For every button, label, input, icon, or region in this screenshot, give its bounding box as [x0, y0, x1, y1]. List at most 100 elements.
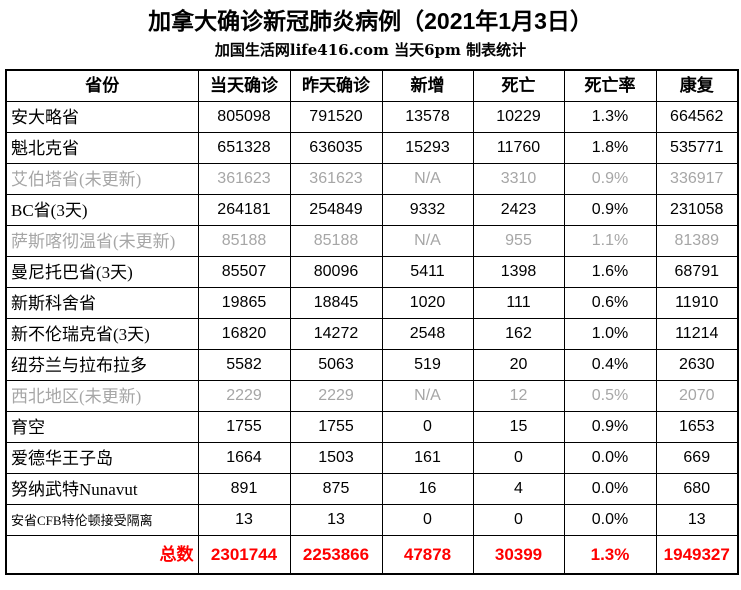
table-row: BC省(3天) 264181 254849 9332 2423 0.9% 231058 [5, 194, 739, 227]
cell-yesterday: 14272 [289, 318, 383, 351]
header-new-cases: 新增 [381, 69, 474, 103]
cell-new-cases: 0 [381, 504, 474, 537]
cell-new-cases: N/A [381, 380, 474, 413]
cell-province: 爱德华王子岛 [5, 442, 199, 475]
cell-today: 805098 [197, 101, 291, 134]
table-row: 西北地区(未更新) 2229 2229 N/A 12 0.5% 2070 [5, 380, 739, 413]
cell-recovered: 2630 [655, 349, 739, 382]
cell-province: 纽芬兰与拉布拉多 [5, 349, 199, 382]
total-row: 总数 2301744 2253866 47878 30399 1.3% 1949… [5, 535, 739, 575]
header-province: 省份 [5, 69, 199, 103]
cell-new-cases: 5411 [381, 256, 474, 289]
cell-deaths: 10229 [472, 101, 565, 134]
cell-today: 651328 [197, 132, 291, 165]
cell-yesterday: 875 [289, 473, 383, 506]
cell-province: 新斯科舍省 [5, 287, 199, 320]
table-row: 安大略省 805098 791520 13578 10229 1.3% 664562 [5, 101, 739, 134]
table-row: 魁北克省 651328 636035 15293 11760 1.8% 535771 [5, 132, 739, 165]
cell-deaths: 20 [472, 349, 565, 382]
cell-new-cases: 1020 [381, 287, 474, 320]
cell-new-cases: 15293 [381, 132, 474, 165]
cell-province: 安省CFB特伦顿接受隔离 [5, 504, 199, 537]
cell-death-rate: 0.0% [563, 442, 657, 475]
cell-death-rate: 0.0% [563, 504, 657, 537]
table-row: 萨斯喀彻温省(未更新) 85188 85188 N/A 955 1.1% 81389 [5, 225, 739, 258]
cell-death-rate: 0.5% [563, 380, 657, 413]
table-body: 安大略省 805098 791520 13578 10229 1.3% 664562 魁北克省… [5, 101, 739, 537]
cell-death-rate: 1.6% [563, 256, 657, 289]
cell-deaths: 3310 [472, 163, 565, 196]
cell-recovered: 2070 [655, 380, 739, 413]
cell-recovered: 11910 [655, 287, 739, 320]
table-row: 爱德华王子岛 1664 1503 161 0 0.0% 669 [5, 442, 739, 475]
table-row: 努纳武特Nunavut 891 875 16 4 0.0% 680 [5, 473, 739, 506]
cell-yesterday: 791520 [289, 101, 383, 134]
cell-deaths: 111 [472, 287, 565, 320]
cell-death-rate: 1.0% [563, 318, 657, 351]
cell-deaths: 0 [472, 442, 565, 475]
cell-recovered: 1653 [655, 411, 739, 444]
cell-new-cases: 16 [381, 473, 474, 506]
cell-yesterday: 254849 [289, 194, 383, 227]
cell-yesterday: 2229 [289, 380, 383, 413]
table-header: 省份 当天确诊 昨天确诊 新增 死亡 死亡率 康复 [5, 69, 739, 103]
cell-province: 萨斯喀彻温省(未更新) [5, 225, 199, 258]
header-row: 省份 当天确诊 昨天确诊 新增 死亡 死亡率 康复 [5, 69, 739, 103]
cell-today: 85188 [197, 225, 291, 258]
total-death-rate: 1.3% [563, 535, 657, 575]
cell-yesterday: 18845 [289, 287, 383, 320]
cell-deaths: 12 [472, 380, 565, 413]
header-death-rate: 死亡率 [563, 69, 657, 103]
cell-death-rate: 0.4% [563, 349, 657, 382]
cell-deaths: 162 [472, 318, 565, 351]
table-row: 新不伦瑞克省(3天) 16820 14272 2548 162 1.0% 11214 [5, 318, 739, 351]
cell-recovered: 13 [655, 504, 739, 537]
cell-today: 2229 [197, 380, 291, 413]
cell-province: 努纳武特Nunavut [5, 473, 199, 506]
total-deaths: 30399 [472, 535, 565, 575]
table-row: 艾伯塔省(未更新) 361623 361623 N/A 3310 0.9% 336917 [5, 163, 739, 196]
cell-province: 艾伯塔省(未更新) [5, 163, 199, 196]
cell-province: 新不伦瑞克省(3天) [5, 318, 199, 351]
header-deaths: 死亡 [472, 69, 565, 103]
cell-death-rate: 1.1% [563, 225, 657, 258]
cell-yesterday: 636035 [289, 132, 383, 165]
cell-today: 264181 [197, 194, 291, 227]
cell-recovered: 664562 [655, 101, 739, 134]
cell-deaths: 15 [472, 411, 565, 444]
cell-recovered: 535771 [655, 132, 739, 165]
cell-province: 西北地区(未更新) [5, 380, 199, 413]
total-recovered: 1949327 [655, 535, 739, 575]
cell-province: 育空 [5, 411, 199, 444]
cell-yesterday: 13 [289, 504, 383, 537]
cell-deaths: 2423 [472, 194, 565, 227]
header-today-confirmed: 当天确诊 [197, 69, 291, 103]
cell-deaths: 0 [472, 504, 565, 537]
covid-stats-page: 加拿大确诊新冠肺炎病例（2021年1月3日） 加国生活网life416.com … [0, 8, 741, 575]
cell-deaths: 11760 [472, 132, 565, 165]
cell-new-cases: N/A [381, 225, 474, 258]
cell-recovered: 336917 [655, 163, 739, 196]
cell-yesterday: 5063 [289, 349, 383, 382]
cell-deaths: 4 [472, 473, 565, 506]
cell-new-cases: 161 [381, 442, 474, 475]
cell-today: 85507 [197, 256, 291, 289]
cell-today: 361623 [197, 163, 291, 196]
cell-deaths: 955 [472, 225, 565, 258]
cell-death-rate: 1.3% [563, 101, 657, 134]
header-yesterday-confirmed: 昨天确诊 [289, 69, 383, 103]
cell-today: 1664 [197, 442, 291, 475]
cell-new-cases: 13578 [381, 101, 474, 134]
cell-today: 891 [197, 473, 291, 506]
cell-death-rate: 0.0% [563, 473, 657, 506]
cell-recovered: 11214 [655, 318, 739, 351]
total-today-confirmed: 2301744 [197, 535, 291, 575]
cell-province: 安大略省 [5, 101, 199, 134]
cell-death-rate: 0.9% [563, 163, 657, 196]
cell-province: 曼尼托巴省(3天) [5, 256, 199, 289]
total-label: 总数 [5, 535, 199, 575]
cell-today: 5582 [197, 349, 291, 382]
total-yesterday-confirmed: 2253866 [289, 535, 383, 575]
cell-today: 16820 [197, 318, 291, 351]
cell-recovered: 81389 [655, 225, 739, 258]
